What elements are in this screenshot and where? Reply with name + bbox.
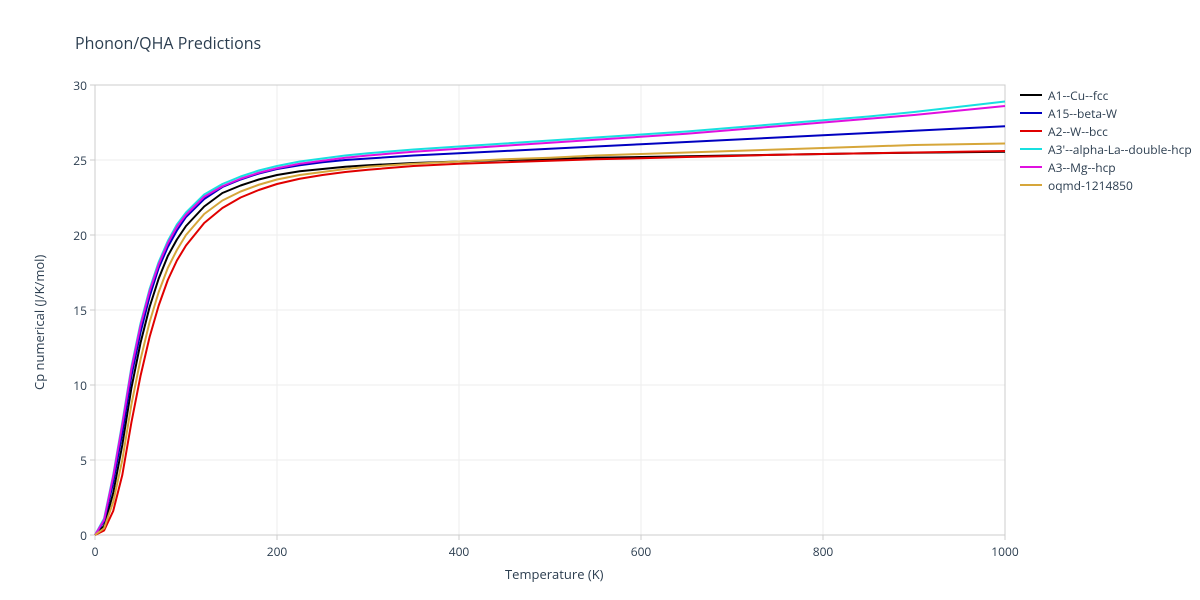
legend: A1--Cu--fccA15--beta-WA2--W--bccA3'--alp…	[1020, 86, 1192, 194]
series-line[interactable]	[95, 102, 1005, 536]
legend-swatch	[1020, 148, 1042, 150]
x-tick-label: 400	[444, 543, 474, 560]
y-axis-label: Cp numerical (J/K/mol)	[30, 255, 48, 390]
series-line[interactable]	[95, 106, 1005, 535]
series-line[interactable]	[95, 126, 1005, 535]
x-tick-label: 0	[80, 543, 110, 560]
legend-swatch	[1020, 166, 1042, 168]
legend-swatch	[1020, 94, 1042, 96]
legend-swatch	[1020, 130, 1042, 132]
legend-label: oqmd-1214850	[1048, 177, 1133, 194]
y-tick-label: 15	[55, 302, 87, 319]
x-tick-label: 600	[626, 543, 656, 560]
y-tick-label: 10	[55, 377, 87, 394]
legend-item[interactable]: A2--W--bcc	[1020, 122, 1192, 140]
legend-item[interactable]: A3'--alpha-La--double-hcp	[1020, 140, 1192, 158]
series-line[interactable]	[95, 151, 1005, 535]
y-tick-label: 30	[55, 77, 87, 94]
legend-item[interactable]: oqmd-1214850	[1020, 176, 1192, 194]
legend-label: A15--beta-W	[1048, 105, 1117, 122]
legend-swatch	[1020, 112, 1042, 114]
legend-label: A3--Mg--hcp	[1048, 159, 1116, 176]
legend-swatch	[1020, 184, 1042, 186]
y-tick-label: 20	[55, 227, 87, 244]
legend-label: A3'--alpha-La--double-hcp	[1048, 141, 1192, 158]
chart-container: Phonon/QHA Predictions Cp numerical (J/K…	[0, 0, 1200, 600]
x-tick-label: 1000	[990, 543, 1020, 560]
x-tick-label: 200	[262, 543, 292, 560]
x-axis-label: Temperature (K)	[505, 565, 604, 583]
legend-item[interactable]: A3--Mg--hcp	[1020, 158, 1192, 176]
y-tick-label: 0	[55, 527, 87, 544]
series-line[interactable]	[95, 152, 1005, 535]
legend-label: A2--W--bcc	[1048, 123, 1108, 140]
legend-item[interactable]: A1--Cu--fcc	[1020, 86, 1192, 104]
y-tick-label: 25	[55, 152, 87, 169]
legend-label: A1--Cu--fcc	[1048, 87, 1108, 104]
y-tick-label: 5	[55, 452, 87, 469]
legend-item[interactable]: A15--beta-W	[1020, 104, 1192, 122]
x-tick-label: 800	[808, 543, 838, 560]
